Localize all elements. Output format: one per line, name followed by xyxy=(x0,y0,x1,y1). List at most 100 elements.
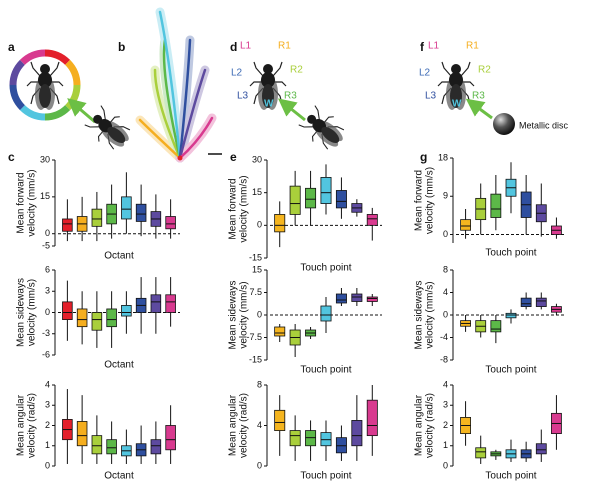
box xyxy=(76,421,88,447)
y-axis-label: velocity (rad/s) xyxy=(425,393,436,458)
y-tick-label: -5 xyxy=(42,240,50,250)
panel-label: c xyxy=(8,150,15,164)
arrow xyxy=(465,98,493,120)
x-axis-label: Octant xyxy=(104,251,134,262)
y-axis-label: velocity (mm/s) xyxy=(239,175,250,242)
y-tick-label: 3 xyxy=(45,400,50,410)
wing-label: W xyxy=(452,99,462,110)
fly xyxy=(295,102,351,156)
y-axis-label: Mean sideways xyxy=(414,281,425,350)
box xyxy=(91,208,103,227)
box xyxy=(366,214,378,226)
leg-label: R2 xyxy=(478,65,491,76)
y-tick-label: 15 xyxy=(252,187,262,197)
box xyxy=(91,435,103,455)
y-tick-label: 2 xyxy=(443,420,448,430)
leg-label: L1 xyxy=(428,41,440,52)
y-axis-label: Mean angular xyxy=(16,394,27,456)
y-tick-label: 2 xyxy=(45,420,50,430)
y-axis-label: Mean angular xyxy=(228,394,239,456)
box xyxy=(150,439,162,455)
box xyxy=(320,305,332,322)
box xyxy=(150,294,162,313)
box xyxy=(106,439,117,455)
box xyxy=(91,312,103,331)
panel-label: a xyxy=(8,40,15,54)
box xyxy=(305,187,317,209)
origin xyxy=(177,155,183,161)
y-tick-label: 15 xyxy=(252,264,262,274)
box xyxy=(320,432,332,447)
box xyxy=(320,177,332,204)
box xyxy=(274,214,286,233)
leg-label: R2 xyxy=(290,65,303,76)
octant-ring xyxy=(9,49,81,121)
box xyxy=(305,430,317,447)
panel-label: e xyxy=(230,150,237,164)
box xyxy=(520,297,532,307)
leg-label: R1 xyxy=(278,41,291,52)
y-tick-label: 1 xyxy=(45,440,50,450)
y-axis-label: Mean forward xyxy=(16,172,27,233)
box xyxy=(289,185,301,215)
y-tick-label: -3 xyxy=(42,328,50,338)
box xyxy=(62,301,73,320)
box xyxy=(274,326,286,337)
box xyxy=(490,320,502,333)
y-axis-label: velocity (mm/s) xyxy=(239,281,250,348)
box xyxy=(366,399,378,437)
y-tick-label: 4 xyxy=(45,379,50,389)
y-tick-label: -4 xyxy=(440,332,448,342)
leg-label: L2 xyxy=(419,68,431,79)
y-tick-label: -15 xyxy=(249,252,262,262)
box xyxy=(535,297,547,307)
box xyxy=(165,216,176,230)
box xyxy=(106,308,117,328)
box xyxy=(165,294,176,313)
y-tick-label: -8 xyxy=(440,354,448,364)
x-axis-label: Touch point xyxy=(485,471,536,482)
y-tick-label: 6 xyxy=(45,264,50,274)
y-tick-label: -7.5 xyxy=(246,332,262,342)
y-axis-label: Mean forward xyxy=(228,178,239,239)
y-tick-label: 1 xyxy=(443,440,448,450)
y-tick-label: 4 xyxy=(443,287,448,297)
x-axis-label: Octant xyxy=(104,471,134,482)
y-tick-label: 4 xyxy=(257,420,262,430)
panel-label: g xyxy=(420,150,427,164)
panel-label: f xyxy=(420,40,425,54)
box xyxy=(121,196,132,220)
box xyxy=(475,447,487,459)
y-tick-label: -6 xyxy=(42,349,50,359)
y-tick-label: 0 xyxy=(257,309,262,319)
y-tick-label: 0 xyxy=(257,220,262,230)
box xyxy=(366,296,378,302)
y-axis-label: Mean sideways xyxy=(16,278,27,347)
y-axis-label: Mean angular xyxy=(414,394,425,456)
trajectories xyxy=(135,7,217,163)
y-tick-label: 8 xyxy=(443,264,448,274)
box xyxy=(76,308,88,328)
leg-label: L2 xyxy=(231,68,243,79)
y-tick-label: 15 xyxy=(40,191,50,201)
panel-label: b xyxy=(118,40,125,54)
y-tick-label: 18 xyxy=(438,152,448,162)
leg-label: R3 xyxy=(284,91,297,102)
box xyxy=(490,193,502,218)
y-axis-label: velocity (mm/s) xyxy=(27,279,38,346)
x-axis-label: Touch point xyxy=(300,263,351,274)
box xyxy=(274,409,286,431)
leg-label: L1 xyxy=(240,41,252,52)
box xyxy=(335,293,347,304)
wing-label: W xyxy=(264,99,274,110)
y-axis-label: velocity (rad/s) xyxy=(27,393,38,458)
box xyxy=(165,425,176,451)
y-tick-label: 8 xyxy=(257,379,262,389)
box xyxy=(460,219,471,231)
box xyxy=(135,203,147,222)
disc-label: Metallic disc xyxy=(519,120,569,130)
y-axis-label: Mean sideways xyxy=(228,281,239,350)
x-axis-label: Octant xyxy=(104,360,134,371)
y-tick-label: 0 xyxy=(45,460,50,470)
